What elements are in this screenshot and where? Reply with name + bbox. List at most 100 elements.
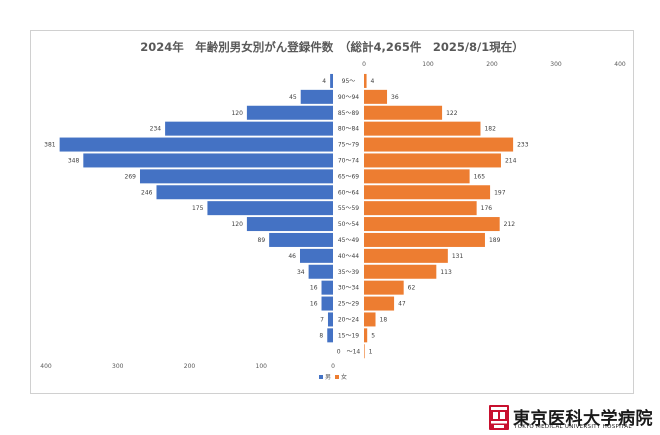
bottom-axis-ticks: 400 300 200 100 0 — [40, 363, 335, 370]
male-bar — [308, 264, 333, 279]
female-bar — [364, 89, 388, 104]
male-value-label: 34 — [297, 269, 305, 276]
male-value-label: 7 — [320, 316, 324, 323]
age-group-label: 60～64 — [338, 189, 359, 196]
male-value-label: 120 — [231, 221, 243, 228]
female-bar — [364, 344, 365, 359]
female-value-label: 62 — [408, 285, 416, 292]
age-group-label: 30～34 — [338, 285, 359, 292]
male-value-label: 120 — [231, 110, 243, 117]
male-bar — [83, 153, 333, 168]
female-value-label: 1 — [369, 348, 373, 355]
female-value-label: 113 — [440, 269, 452, 276]
female-value-label: 233 — [517, 142, 529, 149]
top-axis-tick: 100 — [422, 61, 434, 68]
female-bar — [364, 248, 448, 263]
legend-swatch-male — [319, 375, 323, 379]
female-value-label: 189 — [489, 237, 501, 244]
age-group-label: 90～94 — [338, 94, 359, 101]
age-group-label: 55～59 — [338, 205, 359, 212]
female-bar — [364, 217, 500, 232]
female-value-label: 165 — [474, 173, 486, 180]
male-bars: 4 45 120 234 381 348 269 246 175 120 89 46 34 16 16 7 8 — [44, 73, 333, 343]
age-group-label: 15～19 — [338, 332, 359, 339]
female-bar — [364, 296, 395, 311]
male-value-label: 16 — [310, 301, 318, 308]
female-bars: 4 36 122 182 233 214 165 197 176 212 189 131 113 62 47… — [364, 73, 529, 359]
female-value-label: 5 — [371, 332, 375, 339]
age-group-label: 25～29 — [338, 301, 359, 308]
bottom-axis-tick: 300 — [112, 363, 124, 370]
female-bar — [364, 264, 437, 279]
hospital-name-english: TOKYO MEDICAL UNIVERSITY HOSPITAL — [514, 424, 632, 430]
female-value-label: 176 — [481, 205, 493, 212]
male-value-label: 269 — [125, 173, 137, 180]
top-axis-tick: 400 — [614, 61, 626, 68]
female-bar — [364, 121, 481, 136]
female-bar — [364, 328, 368, 343]
male-bar — [246, 105, 333, 120]
female-bar — [364, 312, 376, 327]
male-bar — [156, 185, 333, 200]
legend: 男女 — [319, 373, 347, 381]
age-group-label: 0 ～14 — [337, 348, 361, 355]
male-bar — [321, 280, 333, 295]
chart-title: 2024年 年齢別男女別がん登録件数 （総計4,265件 2025/8/1現在） — [140, 40, 524, 54]
female-bar — [364, 185, 491, 200]
age-group-label: 70～74 — [338, 157, 359, 164]
male-value-label: 348 — [68, 157, 80, 164]
age-group-label: 65～69 — [338, 173, 359, 180]
male-value-label: 46 — [288, 253, 296, 260]
bottom-axis-tick: 100 — [256, 363, 268, 370]
age-group-label: 50～54 — [338, 221, 359, 228]
female-value-label: 18 — [380, 316, 388, 323]
pyramid-chart: 2024年 年齢別男女別がん登録件数 （総計4,265件 2025/8/1現在）… — [40, 40, 626, 381]
male-bar — [207, 201, 333, 216]
female-bar — [364, 153, 501, 168]
male-bar — [269, 232, 333, 247]
male-value-label: 234 — [150, 126, 162, 133]
legend-label-male: 男 — [325, 374, 331, 381]
female-value-label: 47 — [398, 301, 406, 308]
top-axis-tick: 200 — [486, 61, 498, 68]
female-bar — [364, 280, 404, 295]
female-value-label: 122 — [446, 110, 458, 117]
female-value-label: 4 — [371, 78, 375, 85]
male-value-label: 246 — [141, 189, 153, 196]
age-group-label: 35～39 — [338, 269, 359, 276]
male-bar — [59, 137, 333, 152]
age-group-label: 75～79 — [338, 142, 359, 149]
female-value-label: 197 — [494, 189, 506, 196]
male-value-label: 4 — [322, 78, 326, 85]
age-group-label: 45～49 — [338, 237, 359, 244]
male-bar — [246, 217, 333, 232]
female-value-label: 182 — [484, 126, 496, 133]
male-bar — [299, 248, 333, 263]
female-value-label: 36 — [391, 94, 399, 101]
top-axis-ticks: 0 100 200 300 400 — [362, 61, 626, 68]
top-axis-tick: 300 — [550, 61, 562, 68]
bottom-axis-tick: 200 — [184, 363, 196, 370]
top-axis-tick: 0 — [362, 61, 366, 68]
male-bar — [321, 296, 333, 311]
female-bar — [364, 105, 443, 120]
male-value-label: 45 — [289, 94, 297, 101]
male-value-label: 16 — [310, 285, 318, 292]
legend-label-female: 女 — [341, 373, 347, 381]
female-bar — [364, 169, 470, 184]
male-bar — [330, 73, 333, 88]
female-bar — [364, 137, 514, 152]
age-group-labels: 95～ 90～94 85～89 80～84 75～79 70～74 65～69 60～64 55… — [337, 78, 361, 355]
age-group-label: 80～84 — [338, 126, 359, 133]
legend-swatch-female — [335, 375, 339, 379]
male-bar — [139, 169, 333, 184]
male-value-label: 8 — [319, 332, 323, 339]
female-bar — [364, 73, 367, 88]
age-group-label: 85～89 — [338, 110, 359, 117]
age-group-label: 95～ — [342, 78, 356, 85]
male-bar — [300, 89, 333, 104]
hospital-name: 東京医科大学病院 — [513, 409, 653, 429]
female-value-label: 212 — [504, 221, 516, 228]
age-group-label: 20～24 — [338, 316, 359, 323]
male-value-label: 89 — [258, 237, 266, 244]
